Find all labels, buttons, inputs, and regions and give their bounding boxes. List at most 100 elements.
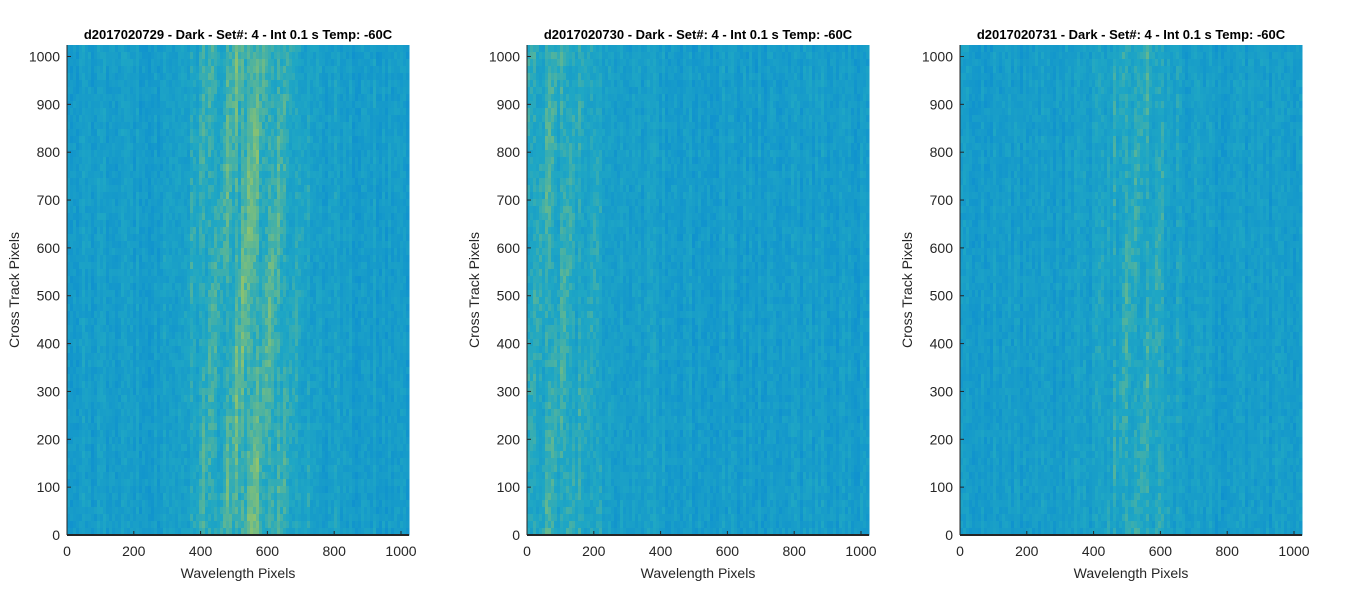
heatmap-cell — [196, 360, 199, 367]
heatmap-cell — [82, 304, 85, 311]
heatmap-cell — [247, 339, 250, 346]
heatmap-cell — [130, 304, 133, 311]
heatmap-cell — [106, 241, 109, 248]
heatmap-cell — [199, 94, 202, 101]
heatmap-cell — [274, 143, 277, 150]
heatmap-cell — [199, 346, 202, 353]
heatmap-cell — [127, 472, 130, 479]
heatmap-cell — [115, 416, 118, 423]
heatmap-cell — [202, 451, 205, 458]
heatmap-cell — [76, 171, 79, 178]
heatmap-cell — [235, 465, 238, 472]
heatmap-cell — [190, 199, 193, 206]
heatmap-cell — [118, 255, 121, 262]
heatmap-cell — [91, 500, 94, 507]
heatmap-cell — [133, 255, 136, 262]
heatmap-cell — [166, 164, 169, 171]
heatmap-cell — [124, 213, 127, 220]
heatmap-cell — [163, 416, 166, 423]
heatmap-cell — [73, 451, 76, 458]
heatmap-cell — [268, 318, 271, 325]
heatmap-cell — [262, 304, 265, 311]
heatmap-cell — [238, 276, 241, 283]
heatmap-cell — [190, 472, 193, 479]
heatmap-cell — [226, 486, 229, 493]
heatmap-cell — [118, 52, 121, 59]
heatmap-cell — [256, 332, 259, 339]
heatmap-cell — [151, 115, 154, 122]
heatmap-cell — [238, 416, 241, 423]
heatmap-cell — [163, 157, 166, 164]
heatmap-cell — [106, 115, 109, 122]
heatmap-cell — [76, 332, 79, 339]
heatmap-cell — [262, 129, 265, 136]
heatmap-cell — [121, 248, 124, 255]
heatmap-cell — [211, 94, 214, 101]
heatmap-cell — [67, 108, 70, 115]
heatmap-cell — [184, 521, 187, 528]
heatmap-cell — [274, 395, 277, 402]
heatmap-cell — [112, 472, 115, 479]
heatmap-cell — [199, 500, 202, 507]
heatmap-cell — [85, 220, 88, 227]
heatmap-cell — [166, 220, 169, 227]
heatmap-cell — [187, 374, 190, 381]
heatmap-cell — [154, 262, 157, 269]
heatmap-cell — [151, 521, 154, 528]
heatmap-cell — [256, 73, 259, 80]
heatmap-cell — [235, 255, 238, 262]
heatmap-cell — [133, 136, 136, 143]
heatmap-cell — [160, 171, 163, 178]
heatmap-cell — [163, 262, 166, 269]
heatmap-cell — [220, 402, 223, 409]
heatmap-cell — [220, 500, 223, 507]
heatmap-cell — [232, 206, 235, 213]
heatmap-cell — [196, 493, 199, 500]
heatmap-cell — [97, 129, 100, 136]
heatmap-cell — [244, 381, 247, 388]
heatmap-cell — [91, 444, 94, 451]
heatmap-cell — [127, 395, 130, 402]
heatmap-cell — [88, 164, 91, 171]
heatmap-cell — [214, 423, 217, 430]
heatmap-cell — [199, 381, 202, 388]
heatmap-cell — [184, 381, 187, 388]
heatmap-cell — [76, 115, 79, 122]
heatmap-cell — [187, 367, 190, 374]
heatmap-cell — [205, 283, 208, 290]
heatmap-cell — [142, 311, 145, 318]
heatmap-cell — [91, 409, 94, 416]
heatmap-cell — [106, 395, 109, 402]
heatmap-cell — [166, 360, 169, 367]
heatmap-cell — [163, 367, 166, 374]
heatmap-cell — [151, 248, 154, 255]
heatmap-cell — [184, 157, 187, 164]
heatmap-cell — [130, 234, 133, 241]
heatmap-cell — [127, 129, 130, 136]
heatmap-cell — [73, 283, 76, 290]
heatmap-cell — [190, 514, 193, 521]
heatmap-cell — [79, 311, 82, 318]
heatmap-cell — [262, 381, 265, 388]
heatmap-cell — [115, 395, 118, 402]
heatmap-cell — [97, 430, 100, 437]
heatmap-cell — [247, 171, 250, 178]
heatmap-cell — [211, 409, 214, 416]
heatmap-cell — [181, 143, 184, 150]
heatmap-cell — [235, 451, 238, 458]
heatmap-cell — [277, 213, 280, 220]
heatmap-cell — [226, 409, 229, 416]
heatmap-cell — [166, 178, 169, 185]
heatmap-cell — [262, 402, 265, 409]
heatmap-cell — [226, 318, 229, 325]
heatmap-cell — [148, 374, 151, 381]
heatmap-cell — [208, 311, 211, 318]
heatmap-cell — [136, 199, 139, 206]
heatmap-cell — [247, 451, 250, 458]
heatmap-cell — [67, 73, 70, 80]
heatmap-cell — [106, 486, 109, 493]
heatmap-cell — [82, 241, 85, 248]
heatmap-cell — [151, 213, 154, 220]
heatmap-cell — [157, 360, 160, 367]
heatmap-cell — [154, 346, 157, 353]
